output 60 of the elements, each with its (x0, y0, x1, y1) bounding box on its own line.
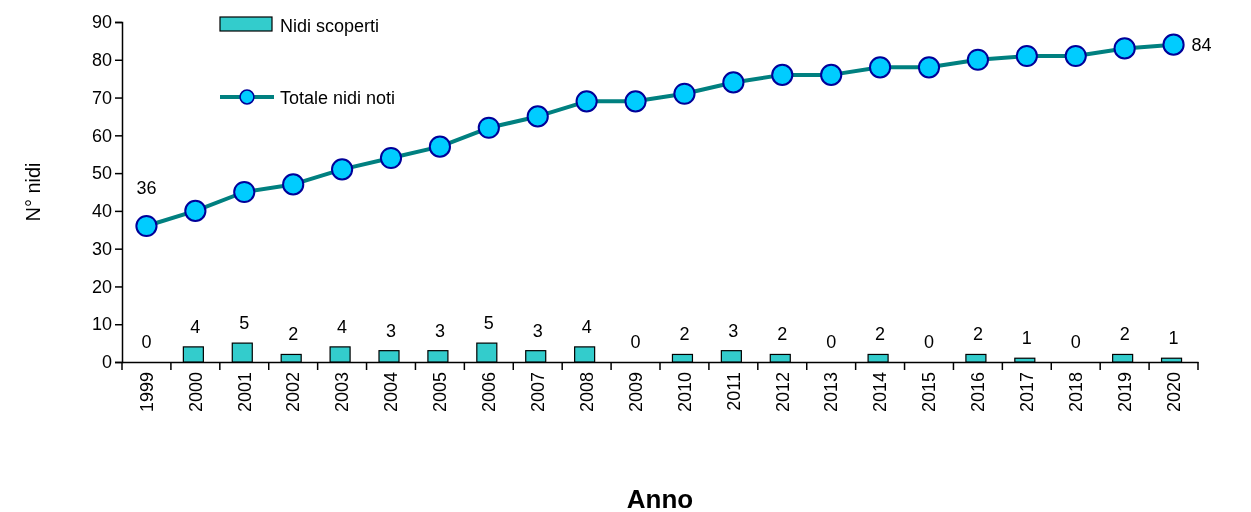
y-tick-label: 40 (91, 201, 112, 222)
data-label: 0 (826, 332, 837, 352)
x-tick-label: 2004 (381, 372, 402, 413)
x-tick-label: 2006 (479, 372, 500, 413)
x-tick-label: 1999 (136, 372, 157, 413)
x-tick-label: 2001 (234, 372, 255, 413)
x-tick-label: 2013 (821, 372, 842, 413)
x-tick-label: 2016 (968, 372, 989, 413)
data-label: 5 (239, 313, 250, 334)
x-tick-label: 2002 (283, 372, 304, 413)
x-tick-label: 2008 (576, 372, 597, 413)
data-label: 4 (581, 316, 592, 337)
x-tick-label: 2020 (1163, 372, 1184, 413)
x-tick-label: 2010 (674, 372, 695, 413)
x-tick-label: 2000 (185, 372, 206, 413)
data-label: 0 (630, 332, 641, 352)
data-label: 3 (532, 320, 543, 341)
x-tick-label: 2003 (332, 372, 353, 413)
data-label: 2 (288, 324, 299, 345)
x-tick-label: 2015 (919, 372, 940, 413)
data-label: 1 (1021, 328, 1032, 349)
data-label: 5 (483, 313, 494, 334)
data-label: 2 (972, 324, 983, 345)
data-label: 3 (728, 320, 739, 341)
x-tick-label: 2017 (1017, 372, 1038, 413)
x-tick-label: 2011 (723, 372, 744, 411)
data-label: 1 (1168, 328, 1179, 349)
y-tick-label: 70 (91, 87, 112, 108)
y-tick-label: 90 (91, 12, 112, 33)
x-tick-label: 2005 (430, 372, 451, 413)
y-tick-label: 0 (101, 352, 112, 373)
x-tick-label: 2018 (1066, 372, 1087, 413)
data-label: 3 (385, 320, 397, 341)
data-label: 4 (190, 316, 201, 337)
data-label: 36 (136, 178, 157, 198)
legend-label: Nidi scoperti (280, 16, 380, 36)
y-tick-label: 60 (91, 125, 112, 146)
data-label: 3 (434, 320, 445, 341)
x-tick-label: 2014 (870, 372, 891, 413)
y-tick-label: 50 (91, 163, 112, 184)
x-tick-label: 2012 (772, 372, 793, 413)
x-tick-label: 2019 (1114, 372, 1135, 413)
data-label: 2 (679, 324, 690, 345)
legend-label: Totale nidi noti (280, 88, 396, 108)
data-label: 0 (923, 332, 935, 352)
x-axis-title: Anno (626, 484, 694, 512)
y-axis-title: N° nidi (22, 162, 44, 222)
data-label: 2 (875, 324, 886, 345)
x-tick-label: 2009 (625, 372, 646, 413)
data-label: 2 (777, 324, 788, 345)
y-tick-label: 80 (91, 50, 112, 71)
data-label: 0 (1070, 332, 1081, 352)
y-tick-label: 10 (91, 314, 112, 335)
data-label: 0 (141, 332, 152, 352)
y-tick-label: 30 (91, 238, 112, 259)
data-label: 4 (337, 316, 348, 337)
x-tick-label: 2007 (528, 372, 549, 413)
y-tick-label: 20 (91, 276, 112, 297)
data-label: 2 (1119, 324, 1130, 345)
data-label: 84 (1191, 34, 1212, 55)
